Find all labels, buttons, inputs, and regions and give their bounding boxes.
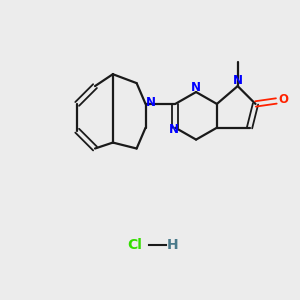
Text: Cl: Cl (128, 238, 142, 252)
Text: N: N (146, 96, 156, 109)
Text: N: N (191, 81, 201, 94)
Text: O: O (279, 93, 289, 106)
Text: N: N (169, 123, 179, 136)
Text: H: H (167, 238, 178, 252)
Text: N: N (233, 74, 243, 87)
